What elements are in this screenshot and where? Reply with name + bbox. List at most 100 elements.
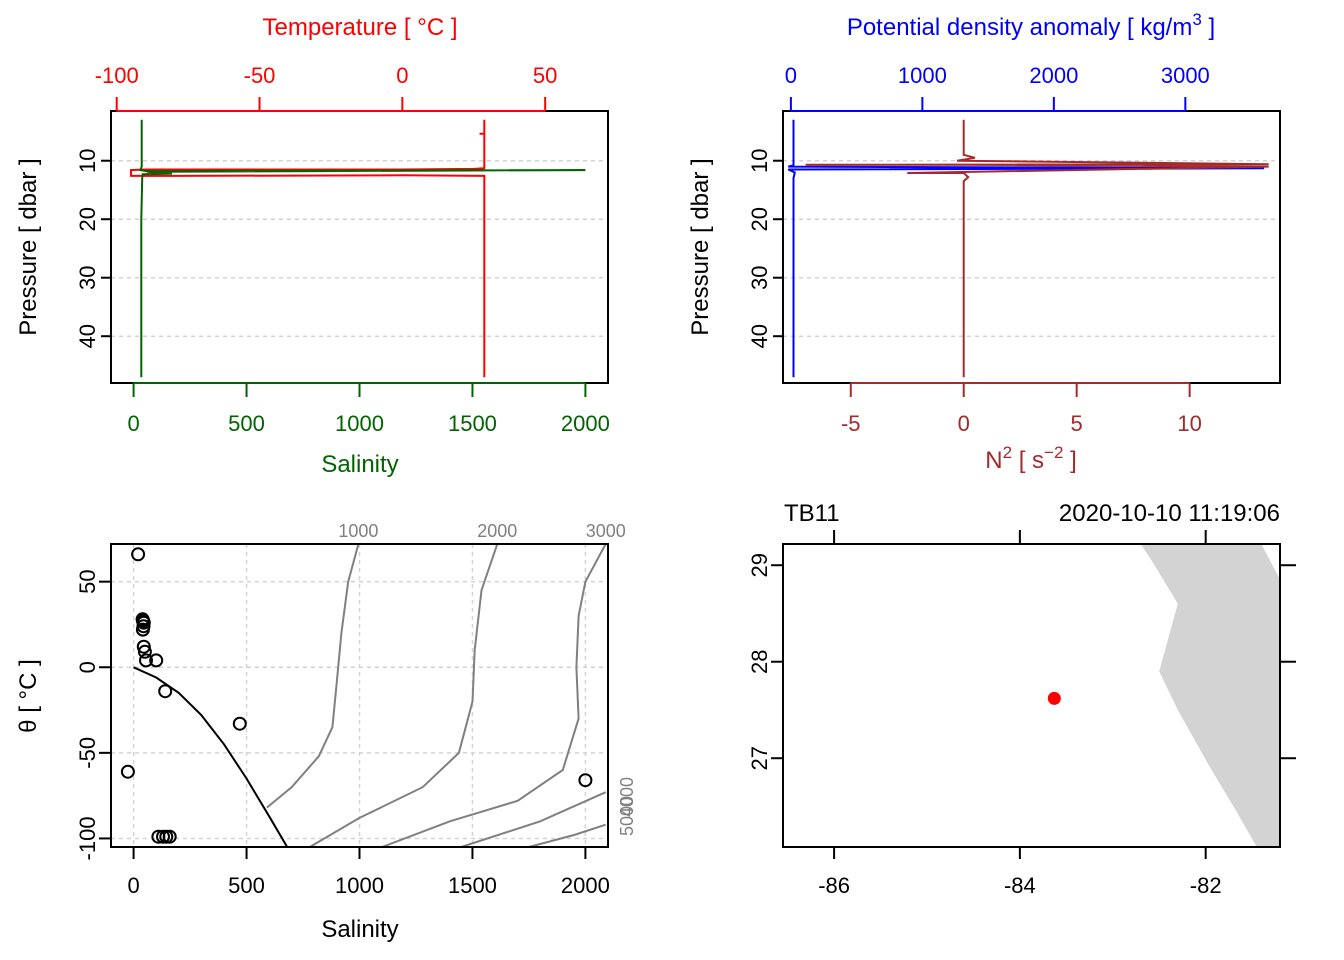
data-point <box>120 764 135 779</box>
isopycnal-1000 <box>266 544 360 809</box>
station-dot <box>1047 691 1061 705</box>
x-tick-label: 500 <box>228 873 265 898</box>
data-point <box>158 684 173 699</box>
top-axis-label-superscript: 3 <box>1192 10 1201 29</box>
bottom-tick-label: 10 <box>1177 411 1201 436</box>
x-tick-label: 1000 <box>335 873 384 898</box>
data-point <box>139 653 153 668</box>
left-tick-label: 30 <box>75 265 100 289</box>
x-tick-label: 2000 <box>561 873 610 898</box>
data-point <box>137 644 152 659</box>
land-area <box>1140 544 1280 847</box>
data-point <box>578 773 593 788</box>
axes: -86 -84 -82 27 28 29 <box>747 530 1296 898</box>
station-datetime: 2020-10-10 11:19:06 <box>1059 500 1280 527</box>
grid-lines <box>783 159 1280 337</box>
left-axis-label: Pressure [ dbar ] <box>15 158 42 335</box>
data-point <box>232 716 247 731</box>
x-tick-label: -82 <box>1190 873 1222 898</box>
left-tick-label: 10 <box>747 148 772 172</box>
bottom-axis-label-end: ] <box>1063 447 1076 474</box>
bottom-tick-label: 2000 <box>561 411 610 436</box>
bottom-axis-label-main: N <box>985 447 1002 474</box>
y-tick-label: 28 <box>747 649 772 673</box>
data-point <box>131 547 146 562</box>
series-line-temperature <box>130 119 486 378</box>
plot-frame <box>110 110 609 384</box>
x-tick-label: -86 <box>818 873 850 898</box>
panel-station-map: -86 -84 -82 27 28 29 TB11 2020-10-10 11:19:06 <box>747 500 1296 898</box>
isopycnal-2000 <box>309 544 499 847</box>
top-axis-label: Potential density anomaly [ kg/m3 ] <box>847 10 1215 41</box>
top-tick-label: 3000 <box>1161 63 1210 88</box>
bottom-axis-label-sup2: −2 <box>1044 443 1063 462</box>
grid-lines <box>111 544 608 847</box>
panel-profile-density-n2: 10 20 30 40 0 1000 2000 3000 -5 0 5 10 Potential de… <box>687 10 1281 474</box>
isopycnal-3000 <box>381 544 607 847</box>
axes: 10 20 30 40 0 1000 2000 3000 -5 0 5 10 <box>747 63 1210 436</box>
series-lines <box>130 119 586 378</box>
station-name: TB11 <box>784 500 840 527</box>
top-tick-label: 2000 <box>1029 63 1078 88</box>
top-axis-label-main: Potential density anomaly [ kg/m <box>847 14 1193 41</box>
left-tick-label: 20 <box>747 207 772 231</box>
isopycnal-4000 <box>460 791 607 847</box>
y-axis-label: θ [ °C ] <box>15 659 42 733</box>
bottom-tick-label: 0 <box>127 411 139 436</box>
data-point <box>135 622 150 637</box>
y-tick-label: -50 <box>75 737 100 769</box>
plot-frame <box>782 110 1281 384</box>
data-point <box>136 639 151 654</box>
isopycnal-5000 <box>528 823 607 847</box>
grid-lines <box>111 159 608 337</box>
isopycnal-right-label: 5000 <box>617 796 637 836</box>
series-line-potential-density-anomaly <box>787 119 1265 378</box>
top-tick-label: 50 <box>533 63 557 88</box>
bottom-axis-label: Salinity <box>321 451 398 478</box>
x-tick-label: 1500 <box>448 873 497 898</box>
bottom-tick-label: 1500 <box>448 411 497 436</box>
y-tick-label: 29 <box>747 553 772 577</box>
left-tick-label: 30 <box>747 265 772 289</box>
top-axis-label-end: ] <box>1202 14 1215 41</box>
bottom-tick-label: 5 <box>1071 411 1083 436</box>
top-tick-label: -100 <box>95 63 139 88</box>
left-tick-label: 40 <box>75 324 100 348</box>
bottom-tick-label: 1000 <box>335 411 384 436</box>
left-tick-label: 20 <box>75 207 100 231</box>
x-axis-label: Salinity <box>321 916 398 943</box>
station-marker <box>1047 691 1061 705</box>
left-axis-label: Pressure [ dbar ] <box>687 158 714 335</box>
series-lines <box>787 119 1269 378</box>
top-tick-label: 0 <box>396 63 408 88</box>
bottom-axis-label: N2 [ s−2 ] <box>985 443 1077 474</box>
data-point <box>149 653 164 668</box>
data-points <box>120 547 593 844</box>
top-tick-label: 0 <box>785 63 797 88</box>
y-tick-label: 27 <box>747 746 772 770</box>
isopycnal-right-label: 4000 <box>617 777 637 817</box>
bottom-tick-label: 500 <box>228 411 265 436</box>
plot-frame <box>782 543 1281 848</box>
top-tick-label: -50 <box>244 63 276 88</box>
top-tick-label: 1000 <box>898 63 947 88</box>
isopycnal-label-3000: 3000 <box>586 521 626 541</box>
bottom-tick-label: -5 <box>841 411 861 436</box>
freezing-line <box>133 666 289 847</box>
x-tick-label: -84 <box>1004 873 1036 898</box>
isopycnal-lines <box>266 544 607 847</box>
isopycnal-label-2000: 2000 <box>477 521 517 541</box>
series-line-n2 <box>805 119 1269 378</box>
isopycnal-label-1000: 1000 <box>338 521 378 541</box>
bottom-axis-label-sup: 2 <box>1003 443 1012 462</box>
top-axis-label: Temperature [ °C ] <box>263 14 458 41</box>
land-polygon <box>1140 544 1280 847</box>
bottom-tick-label: 0 <box>958 411 970 436</box>
left-tick-label: 10 <box>75 148 100 172</box>
y-tick-label: -100 <box>75 816 100 860</box>
